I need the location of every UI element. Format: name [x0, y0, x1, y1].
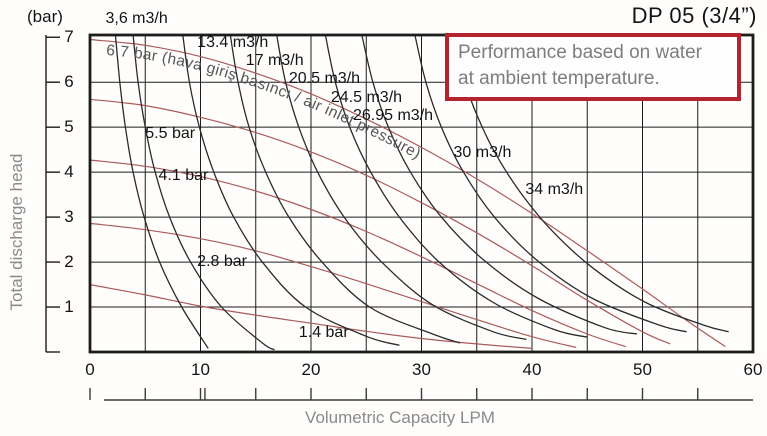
air-consumption-curves — [114, 34, 729, 351]
pressure-curve-label: 4.1 bar — [158, 166, 209, 184]
consumption-curve-label: 34 m3/h — [525, 181, 584, 199]
x-ruler — [89, 388, 753, 401]
y-tick-label: 6 — [64, 72, 74, 92]
y-axis-unit-label: (bar) — [27, 7, 63, 26]
air-inlet-pressure-curves — [89, 38, 726, 349]
y-tick-label: 4 — [64, 162, 74, 182]
x-tick-label: 20 — [301, 360, 321, 379]
y-axis-bracket — [45, 35, 60, 353]
consumption-curve-label: 26.95 m3/h — [352, 106, 434, 124]
plot-border — [88, 33, 755, 354]
note-line-1: Performance based on water — [458, 42, 702, 63]
consumption-curve-label: 17 m3/h — [245, 51, 304, 69]
consumption-curve-label: 24.5 m3/h — [330, 89, 403, 107]
y-tick-label: 1 — [64, 297, 74, 317]
y-axis-title: Total discharge head — [7, 153, 26, 311]
consumption-curve-label: 3,6 m3/h — [105, 10, 168, 28]
pressure-curve-label: 1.4 bar — [298, 324, 349, 342]
pressure-curve-label: 2.8 bar — [197, 253, 247, 271]
x-tick-label: 40 — [522, 360, 542, 379]
x-tick-label: 10 — [191, 360, 210, 379]
x-axis-title: Volumetric Capacity LPM — [305, 408, 495, 427]
note-box: Performance based on water at ambient te… — [445, 33, 741, 101]
consumption-curve-label: 13.4 m3/h — [197, 34, 269, 52]
x-tick-label: 30 — [412, 360, 431, 379]
pressure-curve-label: 5.5 bar — [145, 124, 196, 142]
y-tick-label: 7 — [64, 27, 74, 47]
page-title: DP 05 (3/4”) — [631, 3, 757, 28]
x-tick-label: 50 — [633, 360, 652, 379]
note-line-2: at ambient temperature. — [458, 67, 660, 89]
consumption-curve-label: 20.5 m3/h — [288, 70, 361, 88]
y-tick-label: 2 — [64, 252, 74, 272]
y-tick-label: 3 — [64, 207, 74, 227]
x-tick-label: 60 — [743, 360, 763, 379]
consumption-curve-label: 30 m3/h — [453, 144, 512, 162]
x-tick-label: 0 — [85, 360, 95, 379]
y-tick-label: 5 — [64, 117, 74, 137]
